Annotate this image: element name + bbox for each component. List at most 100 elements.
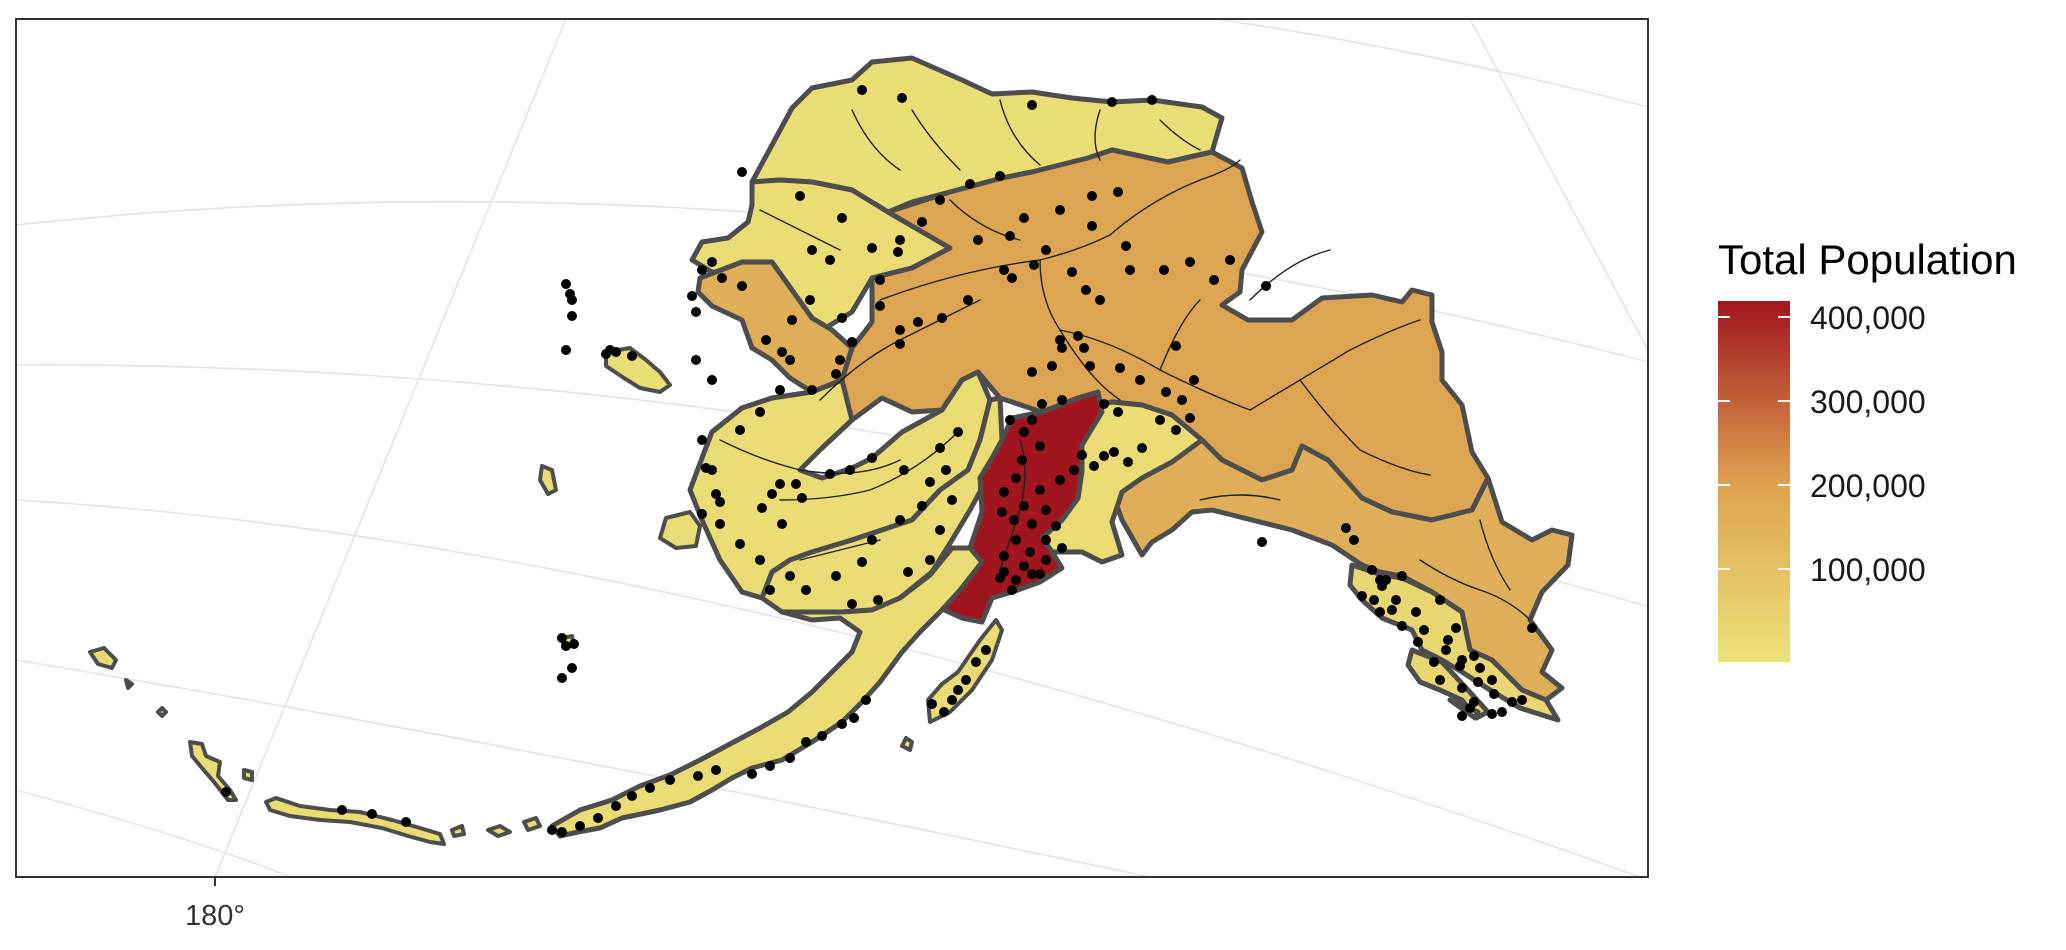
- settlement-point: [1473, 677, 1483, 687]
- settlement-point: [1113, 187, 1123, 197]
- settlement-point: [857, 85, 867, 95]
- settlement-point: [1035, 441, 1045, 451]
- settlement-point: [1487, 675, 1497, 685]
- settlement-point: [777, 347, 787, 357]
- settlement-point: [1487, 709, 1497, 719]
- island-aleutian-1: [88, 646, 118, 670]
- settlement-point: [801, 585, 811, 595]
- settlement-point: [1123, 457, 1133, 467]
- island-aleutian-7: [522, 816, 542, 832]
- settlement-point: [935, 525, 945, 535]
- settlement-point: [1177, 395, 1187, 405]
- settlement-point: [1011, 535, 1021, 545]
- settlement-point: [567, 311, 577, 321]
- settlement-point: [801, 737, 811, 747]
- settlement-point: [367, 809, 377, 819]
- settlement-point: [935, 195, 945, 205]
- settlement-point: [755, 407, 765, 417]
- settlement-point: [1443, 635, 1453, 645]
- settlement-point: [999, 487, 1009, 497]
- settlement-point: [825, 255, 835, 265]
- settlement-point: [1517, 695, 1527, 705]
- settlement-point: [1451, 623, 1461, 633]
- settlement-point: [567, 663, 577, 673]
- settlement-point: [825, 469, 835, 479]
- settlement-point: [1019, 501, 1029, 511]
- settlement-point: [835, 355, 845, 365]
- settlement-point: [1085, 361, 1095, 371]
- settlement-point: [1507, 697, 1517, 707]
- graticule-meridian: [214, 19, 567, 877]
- settlement-point: [697, 265, 707, 275]
- legend-label-400000: 400,000: [1810, 300, 1926, 336]
- settlement-point: [1095, 295, 1105, 305]
- settlement-point: [1375, 607, 1385, 617]
- settlement-point: [1381, 575, 1391, 585]
- settlement-points: [221, 85, 1537, 837]
- river: [759, 209, 841, 251]
- settlement-point: [831, 369, 841, 379]
- settlement-point: [867, 243, 877, 253]
- settlement-point: [1029, 260, 1039, 270]
- settlement-point: [1341, 523, 1351, 533]
- river: [1299, 379, 1431, 476]
- settlement-point: [965, 179, 975, 189]
- settlement-point: [1067, 267, 1077, 277]
- settlement-point: [797, 493, 807, 503]
- river: [719, 439, 901, 475]
- settlement-point: [1009, 515, 1019, 525]
- river: [879, 234, 1111, 301]
- settlement-point: [561, 641, 571, 651]
- settlement-point: [557, 633, 567, 643]
- settlement-point: [1005, 415, 1015, 425]
- settlement-point: [569, 639, 579, 649]
- settlement-point: [1027, 415, 1037, 425]
- settlement-point: [925, 555, 935, 565]
- settlement-point: [691, 307, 701, 317]
- river: [1159, 119, 1201, 151]
- settlement-point: [1099, 399, 1109, 409]
- legend-ticks: [1718, 316, 1790, 570]
- island-st-lawrence: [604, 346, 672, 394]
- settlement-point: [973, 235, 983, 245]
- settlement-point: [665, 775, 675, 785]
- settlement-point: [867, 535, 877, 545]
- settlement-point: [873, 595, 883, 605]
- settlement-point: [593, 813, 603, 823]
- legend-title: Total Population: [1718, 236, 2017, 283]
- island-kodiak: [926, 618, 1004, 724]
- settlement-point: [1257, 537, 1267, 547]
- settlement-point: [1527, 623, 1537, 633]
- settlement-point: [1413, 637, 1423, 647]
- settlement-point: [895, 515, 905, 525]
- settlement-point: [337, 805, 347, 815]
- settlement-point: [1411, 607, 1421, 617]
- settlement-point: [691, 355, 701, 365]
- settlement-point: [1087, 191, 1097, 201]
- settlement-point: [1011, 575, 1021, 585]
- settlement-point: [895, 339, 905, 349]
- settlement-point: [1027, 367, 1037, 377]
- island-aleutian-3: [242, 768, 254, 782]
- settlement-point: [897, 93, 907, 103]
- settlement-point: [1047, 361, 1057, 371]
- settlement-point: [1017, 455, 1027, 465]
- settlement-point: [1073, 331, 1083, 341]
- settlement-point: [1025, 547, 1035, 557]
- settlement-point: [611, 801, 621, 811]
- settlement-point: [757, 503, 767, 513]
- river: [779, 429, 961, 501]
- settlement-point: [735, 425, 745, 435]
- settlement-point: [913, 317, 923, 327]
- settlement-point: [1367, 565, 1377, 575]
- settlement-point: [791, 479, 801, 489]
- settlement-point: [1185, 413, 1195, 423]
- settlement-point: [547, 825, 557, 835]
- settlement-point: [1027, 519, 1037, 529]
- settlement-point: [917, 501, 927, 511]
- settlement-point: [1429, 657, 1439, 667]
- region-panhandle-islands: [1447, 697, 1481, 721]
- settlement-point: [837, 719, 847, 729]
- settlement-point: [1037, 399, 1047, 409]
